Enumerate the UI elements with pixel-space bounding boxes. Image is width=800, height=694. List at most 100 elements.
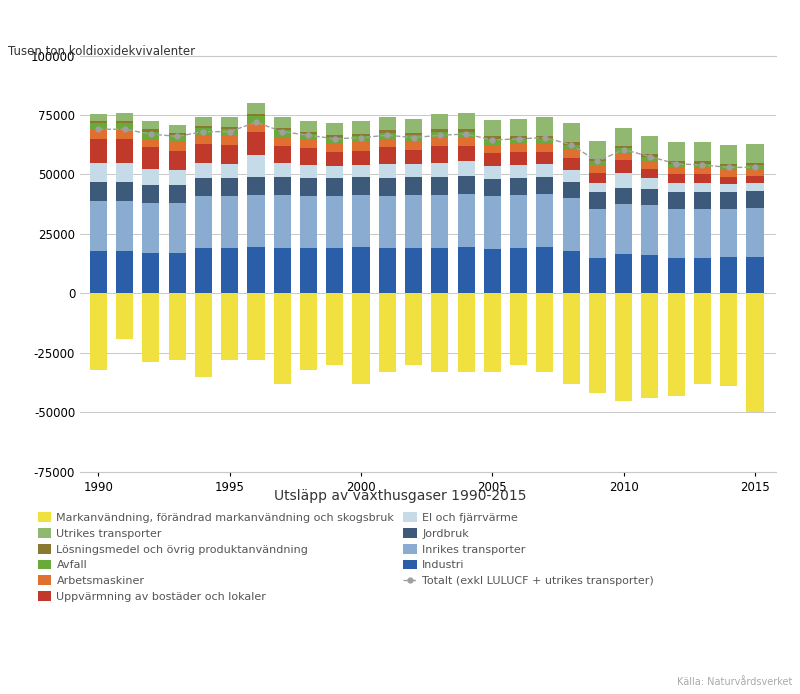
Bar bbox=[326, 196, 343, 248]
Bar bbox=[195, 162, 212, 178]
Bar bbox=[353, 165, 370, 177]
Bar bbox=[378, 294, 396, 372]
Bar bbox=[405, 177, 422, 195]
Bar bbox=[562, 124, 580, 142]
Bar bbox=[378, 117, 396, 130]
Bar bbox=[484, 196, 501, 249]
Bar bbox=[116, 182, 133, 201]
Bar bbox=[562, 145, 580, 149]
Bar bbox=[589, 162, 606, 166]
Bar bbox=[405, 135, 422, 141]
Bar bbox=[668, 294, 685, 396]
Bar bbox=[353, 294, 370, 384]
Bar bbox=[116, 201, 133, 251]
Bar bbox=[142, 121, 159, 129]
Bar bbox=[431, 294, 448, 372]
Bar bbox=[247, 132, 265, 155]
Bar bbox=[642, 178, 658, 189]
Bar bbox=[431, 177, 448, 195]
Bar bbox=[642, 189, 658, 205]
Bar bbox=[746, 183, 763, 191]
Bar bbox=[169, 170, 186, 185]
Bar bbox=[169, 124, 186, 133]
Bar bbox=[510, 119, 527, 137]
Bar bbox=[90, 162, 107, 182]
Bar bbox=[195, 126, 212, 128]
Bar bbox=[116, 130, 133, 139]
Bar bbox=[90, 251, 107, 294]
Bar bbox=[615, 204, 632, 254]
Bar bbox=[694, 192, 711, 209]
Bar bbox=[536, 177, 554, 194]
Bar bbox=[142, 139, 159, 147]
Bar bbox=[142, 203, 159, 253]
Bar bbox=[247, 124, 265, 132]
Bar bbox=[142, 132, 159, 139]
Bar bbox=[247, 114, 265, 116]
Bar bbox=[274, 117, 290, 128]
Bar bbox=[746, 165, 763, 169]
Bar bbox=[510, 178, 527, 195]
Bar bbox=[116, 139, 133, 162]
Bar bbox=[90, 139, 107, 162]
Bar bbox=[694, 162, 711, 164]
Bar bbox=[562, 149, 580, 158]
Bar bbox=[405, 141, 422, 149]
Bar bbox=[195, 294, 212, 377]
Bar bbox=[668, 174, 685, 183]
Bar bbox=[353, 137, 370, 142]
Bar bbox=[510, 165, 527, 178]
Bar bbox=[484, 120, 501, 137]
Bar bbox=[510, 294, 527, 365]
Bar bbox=[274, 128, 290, 130]
Bar bbox=[668, 164, 685, 167]
Bar bbox=[668, 257, 685, 294]
Bar bbox=[431, 162, 448, 177]
Bar bbox=[90, 124, 107, 130]
Bar bbox=[116, 162, 133, 182]
Bar bbox=[458, 129, 474, 132]
Bar bbox=[300, 134, 317, 140]
Bar bbox=[274, 177, 290, 195]
Bar bbox=[589, 192, 606, 209]
Bar bbox=[378, 178, 396, 196]
Bar bbox=[221, 137, 238, 145]
Bar bbox=[536, 247, 554, 294]
Bar bbox=[642, 137, 658, 154]
Bar bbox=[142, 129, 159, 132]
Bar bbox=[405, 149, 422, 164]
Bar bbox=[589, 159, 606, 162]
Bar bbox=[405, 133, 422, 135]
Bar bbox=[589, 209, 606, 257]
Bar bbox=[746, 162, 763, 165]
Bar bbox=[510, 195, 527, 248]
Bar bbox=[458, 137, 474, 146]
Bar bbox=[274, 146, 290, 162]
Bar bbox=[458, 146, 474, 162]
Bar bbox=[458, 176, 474, 194]
Bar bbox=[116, 121, 133, 124]
Bar bbox=[90, 130, 107, 139]
Bar bbox=[326, 248, 343, 294]
Bar bbox=[431, 146, 448, 162]
Bar bbox=[458, 132, 474, 137]
Bar bbox=[300, 121, 317, 132]
Bar bbox=[536, 194, 554, 247]
Bar bbox=[694, 142, 711, 162]
Text: Utsläpp av växthusgaser 1990-2015: Utsläpp av växthusgaser 1990-2015 bbox=[274, 489, 526, 503]
Bar bbox=[615, 160, 632, 174]
Bar bbox=[169, 133, 186, 135]
Bar bbox=[720, 209, 738, 257]
Bar bbox=[746, 191, 763, 208]
Bar bbox=[378, 164, 396, 178]
Bar bbox=[431, 195, 448, 248]
Bar bbox=[378, 196, 396, 248]
Bar bbox=[221, 164, 238, 178]
Bar bbox=[746, 144, 763, 162]
Bar bbox=[300, 140, 317, 149]
Bar bbox=[116, 124, 133, 130]
Bar bbox=[720, 145, 738, 164]
Bar bbox=[169, 185, 186, 203]
Bar bbox=[169, 294, 186, 360]
Bar bbox=[274, 195, 290, 248]
